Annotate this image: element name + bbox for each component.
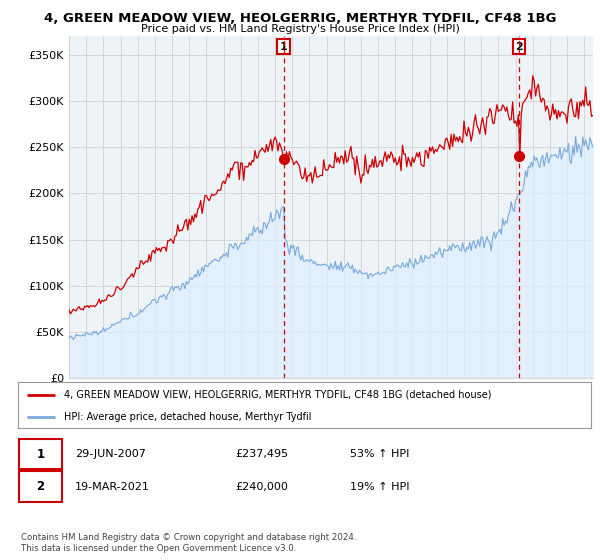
Text: 2: 2 (515, 41, 523, 52)
FancyBboxPatch shape (19, 472, 62, 502)
Text: £237,495: £237,495 (236, 449, 289, 459)
Text: 4, GREEN MEADOW VIEW, HEOLGERRIG, MERTHYR TYDFIL, CF48 1BG (detached house): 4, GREEN MEADOW VIEW, HEOLGERRIG, MERTHY… (64, 390, 491, 400)
FancyBboxPatch shape (19, 438, 62, 469)
Text: Price paid vs. HM Land Registry's House Price Index (HPI): Price paid vs. HM Land Registry's House … (140, 24, 460, 34)
Text: HPI: Average price, detached house, Merthyr Tydfil: HPI: Average price, detached house, Mert… (64, 412, 311, 422)
Text: 53% ↑ HPI: 53% ↑ HPI (350, 449, 410, 459)
Text: 29-JUN-2007: 29-JUN-2007 (76, 449, 146, 459)
Text: Contains HM Land Registry data © Crown copyright and database right 2024.
This d: Contains HM Land Registry data © Crown c… (21, 533, 356, 553)
Text: £240,000: £240,000 (236, 482, 289, 492)
Text: 2: 2 (37, 480, 44, 493)
Text: 1: 1 (37, 447, 44, 460)
Text: 19-MAR-2021: 19-MAR-2021 (76, 482, 150, 492)
Text: 19% ↑ HPI: 19% ↑ HPI (350, 482, 410, 492)
Text: 1: 1 (280, 41, 287, 52)
Text: 4, GREEN MEADOW VIEW, HEOLGERRIG, MERTHYR TYDFIL, CF48 1BG: 4, GREEN MEADOW VIEW, HEOLGERRIG, MERTHY… (44, 12, 556, 25)
